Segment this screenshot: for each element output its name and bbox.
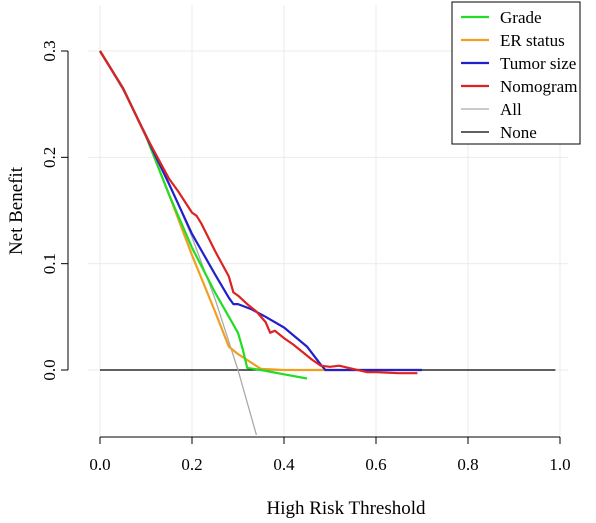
x-tick-label: 1.0 <box>549 455 570 474</box>
legend-label: Grade <box>500 8 542 27</box>
y-tick-label: 0.3 <box>40 40 59 61</box>
x-tick-label: 0.6 <box>365 455 386 474</box>
legend-box <box>451 1 581 145</box>
legend-label: Tumor size <box>500 54 576 73</box>
legend: Grade ER status Tumor size Nomogram All None <box>451 1 581 145</box>
series-lines <box>99 50 556 436</box>
y-axis-label: Net Benefit <box>6 166 27 255</box>
x-tick-label: 0.2 <box>181 455 202 474</box>
legend-label: ER status <box>500 31 565 50</box>
axes: 0.0 0.2 0.4 0.6 0.8 1.0 0.0 0.1 0.2 0.3 <box>40 40 571 474</box>
legend-label: Nomogram <box>500 77 577 96</box>
series-line-all <box>99 50 258 436</box>
x-axis-label: High Risk Threshold <box>266 498 426 519</box>
legend-label: None <box>500 123 537 142</box>
legend-label: All <box>500 100 522 119</box>
series-line-tumor-size <box>99 50 422 372</box>
y-tick-label: 0.1 <box>40 253 59 274</box>
x-tick-label: 0.0 <box>89 455 110 474</box>
y-tick-label: 0.2 <box>40 147 59 168</box>
x-tick-label: 0.4 <box>273 455 295 474</box>
series-line-grade <box>99 50 308 380</box>
series-line-nomogram <box>99 50 418 375</box>
series-line-er-status <box>99 50 422 372</box>
y-tick-label: 0.0 <box>40 359 59 380</box>
x-tick-label: 0.8 <box>457 455 478 474</box>
